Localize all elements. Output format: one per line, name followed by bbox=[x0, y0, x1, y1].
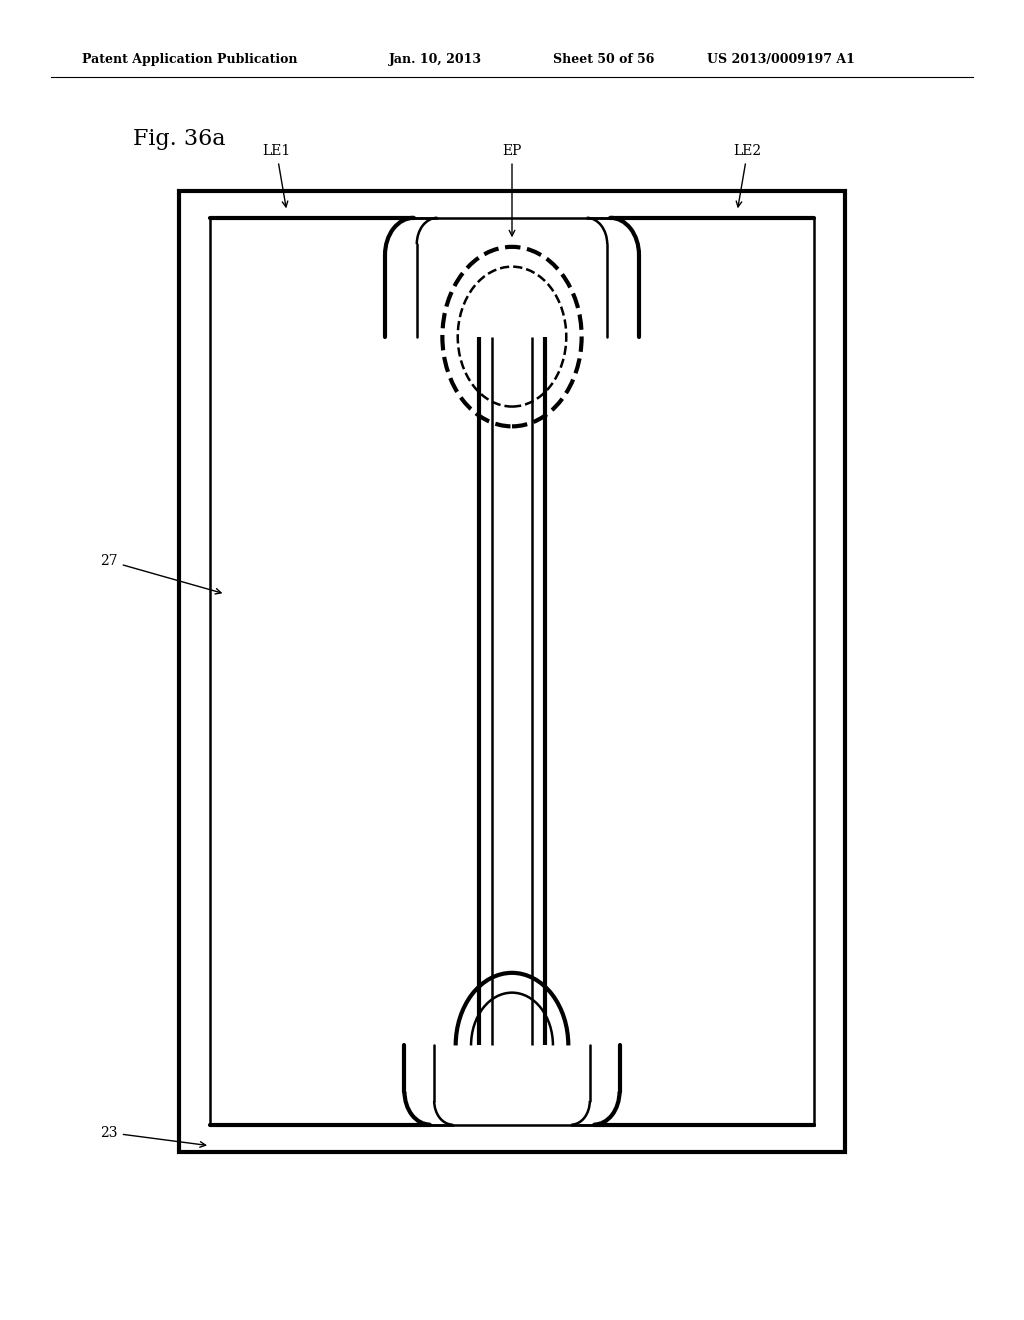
Text: LE1: LE1 bbox=[262, 144, 291, 207]
Text: LE2: LE2 bbox=[733, 144, 762, 207]
Text: Jan. 10, 2013: Jan. 10, 2013 bbox=[389, 53, 482, 66]
Text: US 2013/0009197 A1: US 2013/0009197 A1 bbox=[707, 53, 854, 66]
Text: Fig. 36a: Fig. 36a bbox=[133, 128, 225, 149]
Text: Sheet 50 of 56: Sheet 50 of 56 bbox=[553, 53, 654, 66]
Polygon shape bbox=[477, 337, 547, 1045]
Text: Patent Application Publication: Patent Application Publication bbox=[82, 53, 297, 66]
Text: 23: 23 bbox=[100, 1126, 206, 1147]
Text: EP: EP bbox=[503, 144, 521, 236]
Text: 27: 27 bbox=[100, 554, 221, 594]
